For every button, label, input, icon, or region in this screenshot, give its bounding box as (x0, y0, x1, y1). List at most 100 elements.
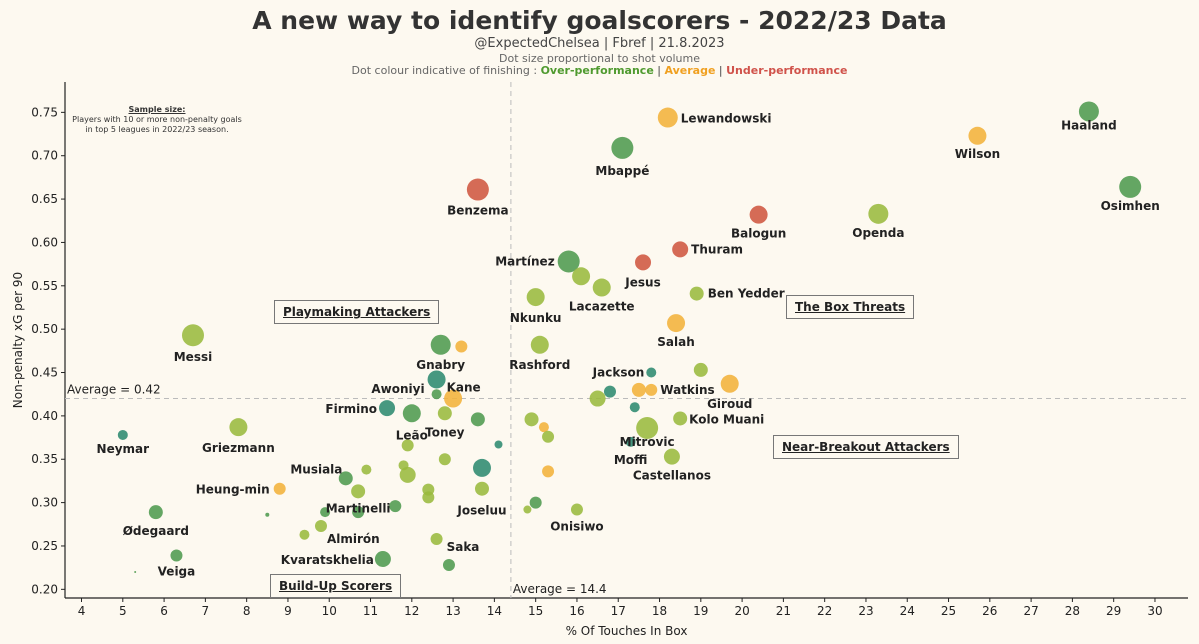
data-point (529, 496, 542, 509)
x-tick-label: 14 (487, 604, 502, 618)
x-tick-label: 12 (404, 604, 419, 618)
data-point (557, 250, 580, 273)
sample-size-line1: Players with 10 or more non-penalty goal… (72, 115, 242, 124)
player-label: Neymar (97, 442, 150, 456)
x-tick-label: 4 (78, 604, 86, 618)
data-point (611, 136, 634, 159)
x-tick-label: 23 (858, 604, 873, 618)
data-point (523, 505, 532, 514)
data-point (351, 484, 366, 499)
data-point (603, 385, 616, 398)
sample-size-line2: in top 5 leagues in 2022/23 season. (85, 125, 229, 134)
player-label: Firmino (325, 402, 377, 416)
player-label: Ødegaard (123, 524, 189, 538)
y-tick-label: 0.25 (31, 539, 58, 553)
data-point (526, 288, 545, 307)
player-label: Osimhen (1101, 199, 1160, 213)
y-tick-label: 0.35 (31, 452, 58, 466)
data-point (672, 241, 689, 258)
player-label: Jackson (592, 366, 645, 380)
data-point (148, 505, 163, 520)
x-tick-label: 7 (202, 604, 210, 618)
player-label: Openda (852, 226, 904, 240)
x-tick-label: 29 (1106, 604, 1121, 618)
data-point (299, 529, 310, 540)
player-label: Lacazette (569, 300, 635, 314)
legend-average: Average (664, 64, 716, 77)
colour-legend-prefix: Dot colour indicative of finishing : (351, 64, 541, 77)
data-point (538, 422, 549, 433)
y-axis-label: Non-penalty xG per 90 (11, 272, 25, 408)
data-point (374, 550, 391, 567)
data-point (399, 466, 416, 483)
player-label: Messi (174, 350, 212, 364)
data-point (631, 382, 646, 397)
player-label: Thuram (691, 242, 743, 256)
player-label: Martínez (495, 255, 554, 269)
x-tick-label: 8 (243, 604, 251, 618)
data-point (402, 404, 421, 423)
average-y-label: Average = 0.42 (67, 383, 161, 397)
player-label: Leão (396, 428, 428, 442)
data-point (455, 340, 468, 353)
y-tick-label: 0.60 (31, 235, 58, 249)
y-tick-label: 0.40 (31, 409, 58, 423)
legend-under-performance: Under-performance (726, 64, 848, 77)
x-tick-label: 11 (363, 604, 378, 618)
x-tick-label: 21 (776, 604, 791, 618)
data-point (645, 383, 658, 396)
x-tick-label: 30 (1147, 604, 1162, 618)
data-point (542, 465, 555, 478)
player-label: Gnabry (416, 358, 465, 372)
data-point (673, 411, 688, 426)
y-tick-label: 0.65 (31, 192, 58, 206)
data-point (657, 107, 678, 128)
x-tick-label: 17 (611, 604, 626, 618)
zone-build-up-scorers: Build-Up Scorers (270, 574, 402, 598)
x-tick-label: 16 (569, 604, 584, 618)
data-point (181, 324, 204, 347)
data-point (524, 412, 539, 427)
data-point (466, 178, 489, 201)
data-point (430, 533, 443, 546)
player-label: Veiga (158, 565, 196, 579)
data-point (667, 314, 686, 333)
data-point (320, 507, 331, 518)
player-label: Nkunku (510, 311, 562, 325)
data-point (338, 471, 353, 486)
chart-subtitle: @ExpectedChelsea | Fbref | 21.8.2023 (474, 36, 725, 51)
data-point (352, 506, 365, 519)
data-point (968, 126, 987, 145)
player-label: Awoniyi (371, 382, 424, 396)
data-point (314, 520, 327, 533)
data-point (431, 389, 442, 400)
data-point (470, 412, 485, 427)
data-point (389, 500, 402, 513)
player-label: Benzema (447, 204, 509, 218)
data-point (265, 512, 270, 517)
legend-separator: | (653, 64, 665, 77)
player-label: Joseluu (456, 504, 506, 518)
player-label: Toney (425, 425, 465, 439)
chart-title: A new way to identify goalscorers - 2022… (252, 6, 947, 35)
data-point (663, 448, 680, 465)
zone-playmaking-attackers: Playmaking Attackers (274, 300, 440, 324)
player-label: Kvaratskhelia (281, 553, 374, 567)
player-label: Musiala (290, 463, 342, 477)
player-label: Salah (657, 335, 695, 349)
x-tick-label: 18 (652, 604, 667, 618)
legend-separator: | (715, 64, 727, 77)
player-label: Kolo Muani (689, 412, 764, 426)
player-label: Giroud (707, 397, 752, 411)
x-tick-label: 15 (528, 604, 543, 618)
player-label: Heung-min (196, 483, 270, 497)
player-label: Jesus (624, 275, 660, 289)
data-point (635, 254, 652, 271)
data-point (749, 205, 768, 224)
player-label: Martinelli (326, 501, 391, 515)
data-point (273, 482, 286, 495)
player-label: Almirón (327, 532, 380, 546)
average-x-label: Average = 14.4 (513, 582, 607, 596)
data-point (868, 203, 889, 224)
data-point (437, 406, 452, 421)
